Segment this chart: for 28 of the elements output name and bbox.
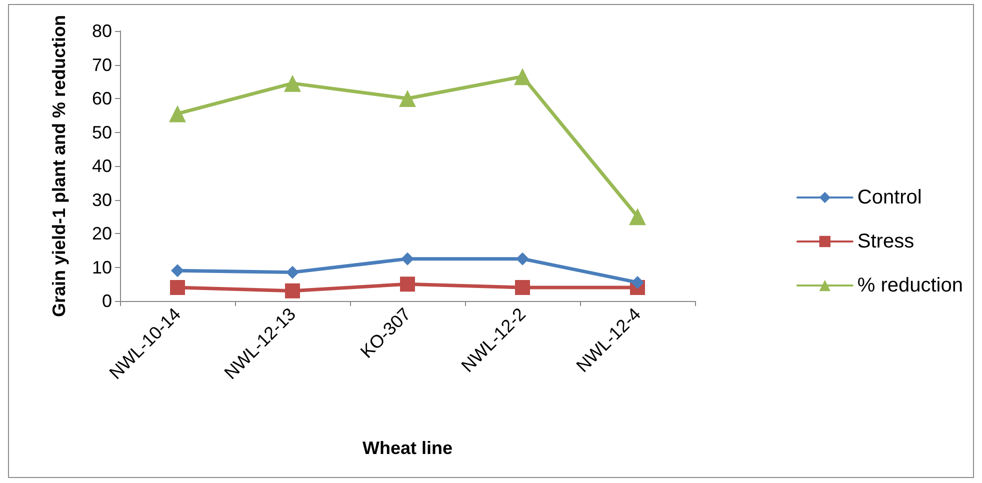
point (515, 280, 530, 295)
point (171, 264, 184, 278)
y-tick-label: 40 (92, 156, 112, 176)
point (516, 252, 529, 266)
point (399, 90, 416, 107)
y-tick-label: 80 (92, 21, 112, 41)
point (169, 105, 186, 122)
legend-label: % reduction (857, 274, 964, 296)
point (286, 266, 299, 279)
point (629, 208, 646, 226)
y-tick-label: 50 (92, 122, 112, 142)
legend-label: Control (857, 186, 922, 208)
y-axis-title: Grain yield-1 plant and % reduction (49, 14, 69, 318)
point (631, 276, 644, 289)
x-axis-title: Wheat line (362, 438, 453, 458)
point (284, 74, 301, 92)
y-tick-label: 30 (92, 190, 112, 210)
y-tick-label: 0 (102, 291, 112, 311)
y-tick-label: 60 (92, 88, 112, 108)
point (401, 252, 414, 266)
y-tick-label: 70 (92, 54, 112, 75)
point (285, 283, 300, 298)
legend-label: Stress (857, 230, 914, 252)
point (400, 276, 415, 292)
y-tick-label: 20 (92, 224, 112, 244)
point (514, 68, 531, 86)
point (170, 280, 185, 295)
y-tick-label: 10 (92, 257, 112, 278)
